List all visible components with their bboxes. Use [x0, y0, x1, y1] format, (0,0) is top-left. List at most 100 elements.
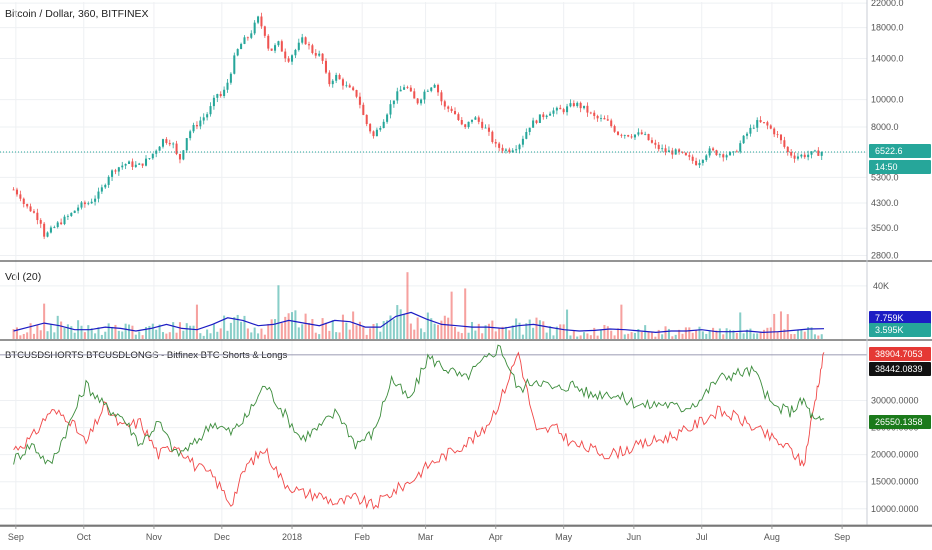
- candle-body: [352, 87, 355, 91]
- candle-body: [151, 153, 154, 159]
- grid-lines: [0, 2, 867, 525]
- volume-bar: [318, 334, 321, 339]
- candle-body: [107, 176, 110, 185]
- candle-body: [610, 120, 613, 127]
- volume-bar: [542, 321, 545, 339]
- volume-bar: [549, 326, 552, 339]
- candle-body: [762, 122, 766, 123]
- candle-body: [786, 146, 789, 153]
- candle-body: [569, 103, 572, 107]
- volume-bar: [487, 323, 490, 339]
- volume-bar: [620, 304, 623, 339]
- axis-labels: Sep Oct Nov Dec 2018 Feb Mar Apr May Jun Jul Aug Sep…: [8, 0, 919, 542]
- volume-bar: [240, 321, 243, 339]
- volume-bar: [732, 330, 735, 339]
- price-tick-label: 5300.0: [871, 172, 899, 182]
- candle-body: [175, 143, 178, 155]
- volume-bar: [379, 331, 382, 339]
- candle-body: [97, 191, 100, 199]
- volume-bar: [817, 335, 820, 339]
- candle-body: [301, 37, 304, 43]
- candle-body: [552, 110, 555, 114]
- volume-bar: [165, 333, 168, 339]
- candle-body: [124, 163, 127, 166]
- volume-bar: [457, 331, 460, 339]
- volume-bar: [175, 332, 178, 339]
- volume-bar: [447, 317, 450, 339]
- candle-body: [246, 37, 249, 39]
- candle-body: [219, 94, 222, 97]
- candle-body: [94, 198, 97, 202]
- candle-body: [566, 106, 569, 113]
- candle-body: [216, 94, 219, 98]
- candle-body: [647, 133, 650, 141]
- candle-body: [243, 37, 246, 44]
- candle-body: [277, 41, 280, 46]
- volume-bar: [589, 335, 592, 339]
- volume-bar: [712, 327, 715, 339]
- volume-bar: [263, 334, 266, 339]
- volume-bar: [729, 329, 732, 339]
- candle-body: [470, 119, 474, 122]
- candle-body: [73, 210, 76, 213]
- candle-body: [521, 138, 524, 145]
- candle-body: [202, 117, 205, 121]
- volume-bar: [766, 327, 769, 339]
- candle-body: [314, 53, 317, 56]
- candle-body: [396, 91, 399, 101]
- volume-bar: [695, 330, 698, 339]
- volume-bar: [250, 332, 253, 339]
- volume-bar: [189, 325, 192, 339]
- candle-body: [752, 127, 755, 129]
- volume-bar: [776, 331, 779, 339]
- volume-bar: [257, 333, 260, 339]
- volume-bar: [518, 322, 521, 339]
- volume-bar: [508, 330, 511, 339]
- candle-body: [304, 37, 307, 45]
- volume-bar: [756, 333, 759, 339]
- volume-bar: [725, 328, 728, 339]
- candle-body: [684, 152, 687, 156]
- candle-body: [630, 136, 633, 138]
- candle-body: [66, 215, 69, 217]
- volume-bar: [647, 332, 650, 339]
- candle-body: [274, 45, 277, 51]
- candle-body: [189, 131, 192, 139]
- candle-body: [355, 90, 358, 97]
- volume-bar: [32, 333, 35, 339]
- candle-body: [63, 216, 66, 225]
- candle-body: [161, 139, 165, 147]
- candle-body: [358, 96, 361, 105]
- volume-bar: [749, 328, 752, 339]
- candle-body: [491, 131, 494, 142]
- volume-bar: [698, 326, 701, 339]
- candle-body: [698, 162, 701, 166]
- candle-body: [440, 92, 443, 102]
- candle-body: [426, 90, 429, 92]
- candle-body: [199, 120, 202, 127]
- candle-body: [138, 163, 141, 165]
- volume-bar: [708, 330, 711, 339]
- volume-bar: [94, 333, 97, 339]
- volume-bar: [338, 332, 341, 339]
- shorts-longs-lines: [0, 344, 867, 510]
- candle-body: [616, 131, 620, 135]
- volume-bar: [606, 326, 609, 339]
- candle-body: [311, 45, 314, 54]
- countdown-badge: 14:50: [875, 162, 898, 172]
- volume-bar: [739, 312, 742, 339]
- volume-bar: [304, 313, 307, 339]
- candle-body: [267, 35, 270, 49]
- volume-bar: [369, 328, 372, 339]
- volume-bar: [124, 323, 127, 339]
- candle-body: [474, 117, 477, 120]
- candle-body: [481, 121, 484, 128]
- volume-bar: [141, 335, 144, 339]
- volume-bar: [324, 322, 327, 339]
- volume-bar: [290, 312, 294, 339]
- x-tick-label: Oct: [77, 532, 92, 542]
- volume-bar: [532, 327, 535, 339]
- volume-bar: [572, 331, 575, 339]
- volume-bar: [562, 324, 565, 339]
